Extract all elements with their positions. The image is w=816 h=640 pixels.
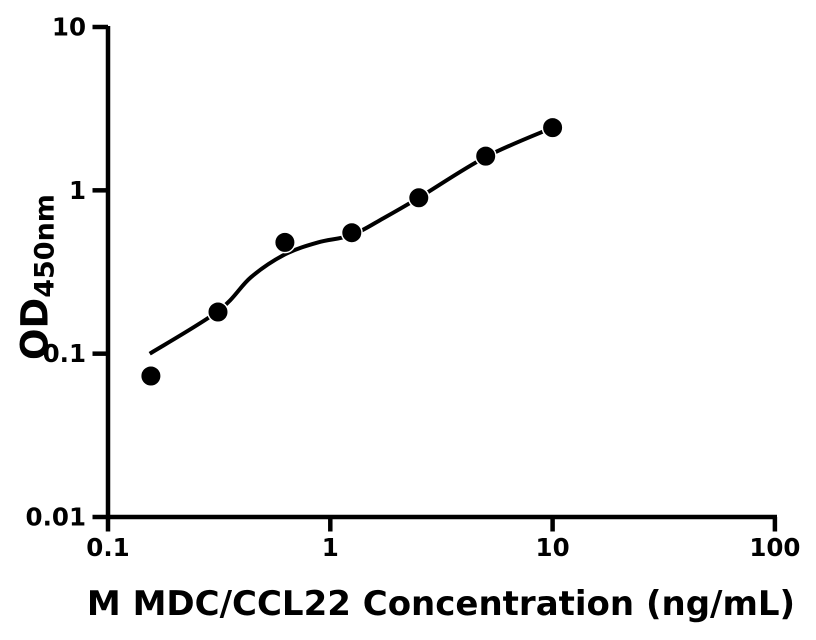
- data-point: [340, 221, 363, 244]
- y-tick-label: 0.01: [26, 503, 86, 532]
- fit-curve-path: [148, 125, 554, 356]
- x-tick-label: 10: [536, 533, 570, 562]
- data-point: [407, 186, 430, 209]
- x-tick-label: 1: [322, 533, 339, 562]
- y-axis-title: OD450nm: [13, 194, 61, 360]
- axis-lines: [105, 26, 777, 520]
- data-point: [474, 145, 497, 168]
- data-point: [273, 231, 296, 254]
- y-tick-label: 10: [52, 13, 86, 42]
- y-axis-title-subscript: 450nm: [29, 194, 61, 298]
- fit-curve: [148, 125, 554, 356]
- tick-marks: [92, 24, 778, 532]
- y-axis-title-main: OD: [13, 297, 57, 360]
- axes: [105, 26, 777, 520]
- data-point: [541, 116, 564, 139]
- data-points: [139, 116, 564, 387]
- x-axis-title: M MDC/CCL22 Concentration (ng/mL): [86, 584, 796, 624]
- data-point: [207, 301, 229, 323]
- x-tick-label: 100: [749, 533, 800, 562]
- data-point: [139, 365, 162, 387]
- x-tick-label: 0.1: [86, 533, 129, 562]
- y-tick-label: 1: [69, 176, 86, 205]
- y-tick-label: 0.1: [43, 339, 86, 368]
